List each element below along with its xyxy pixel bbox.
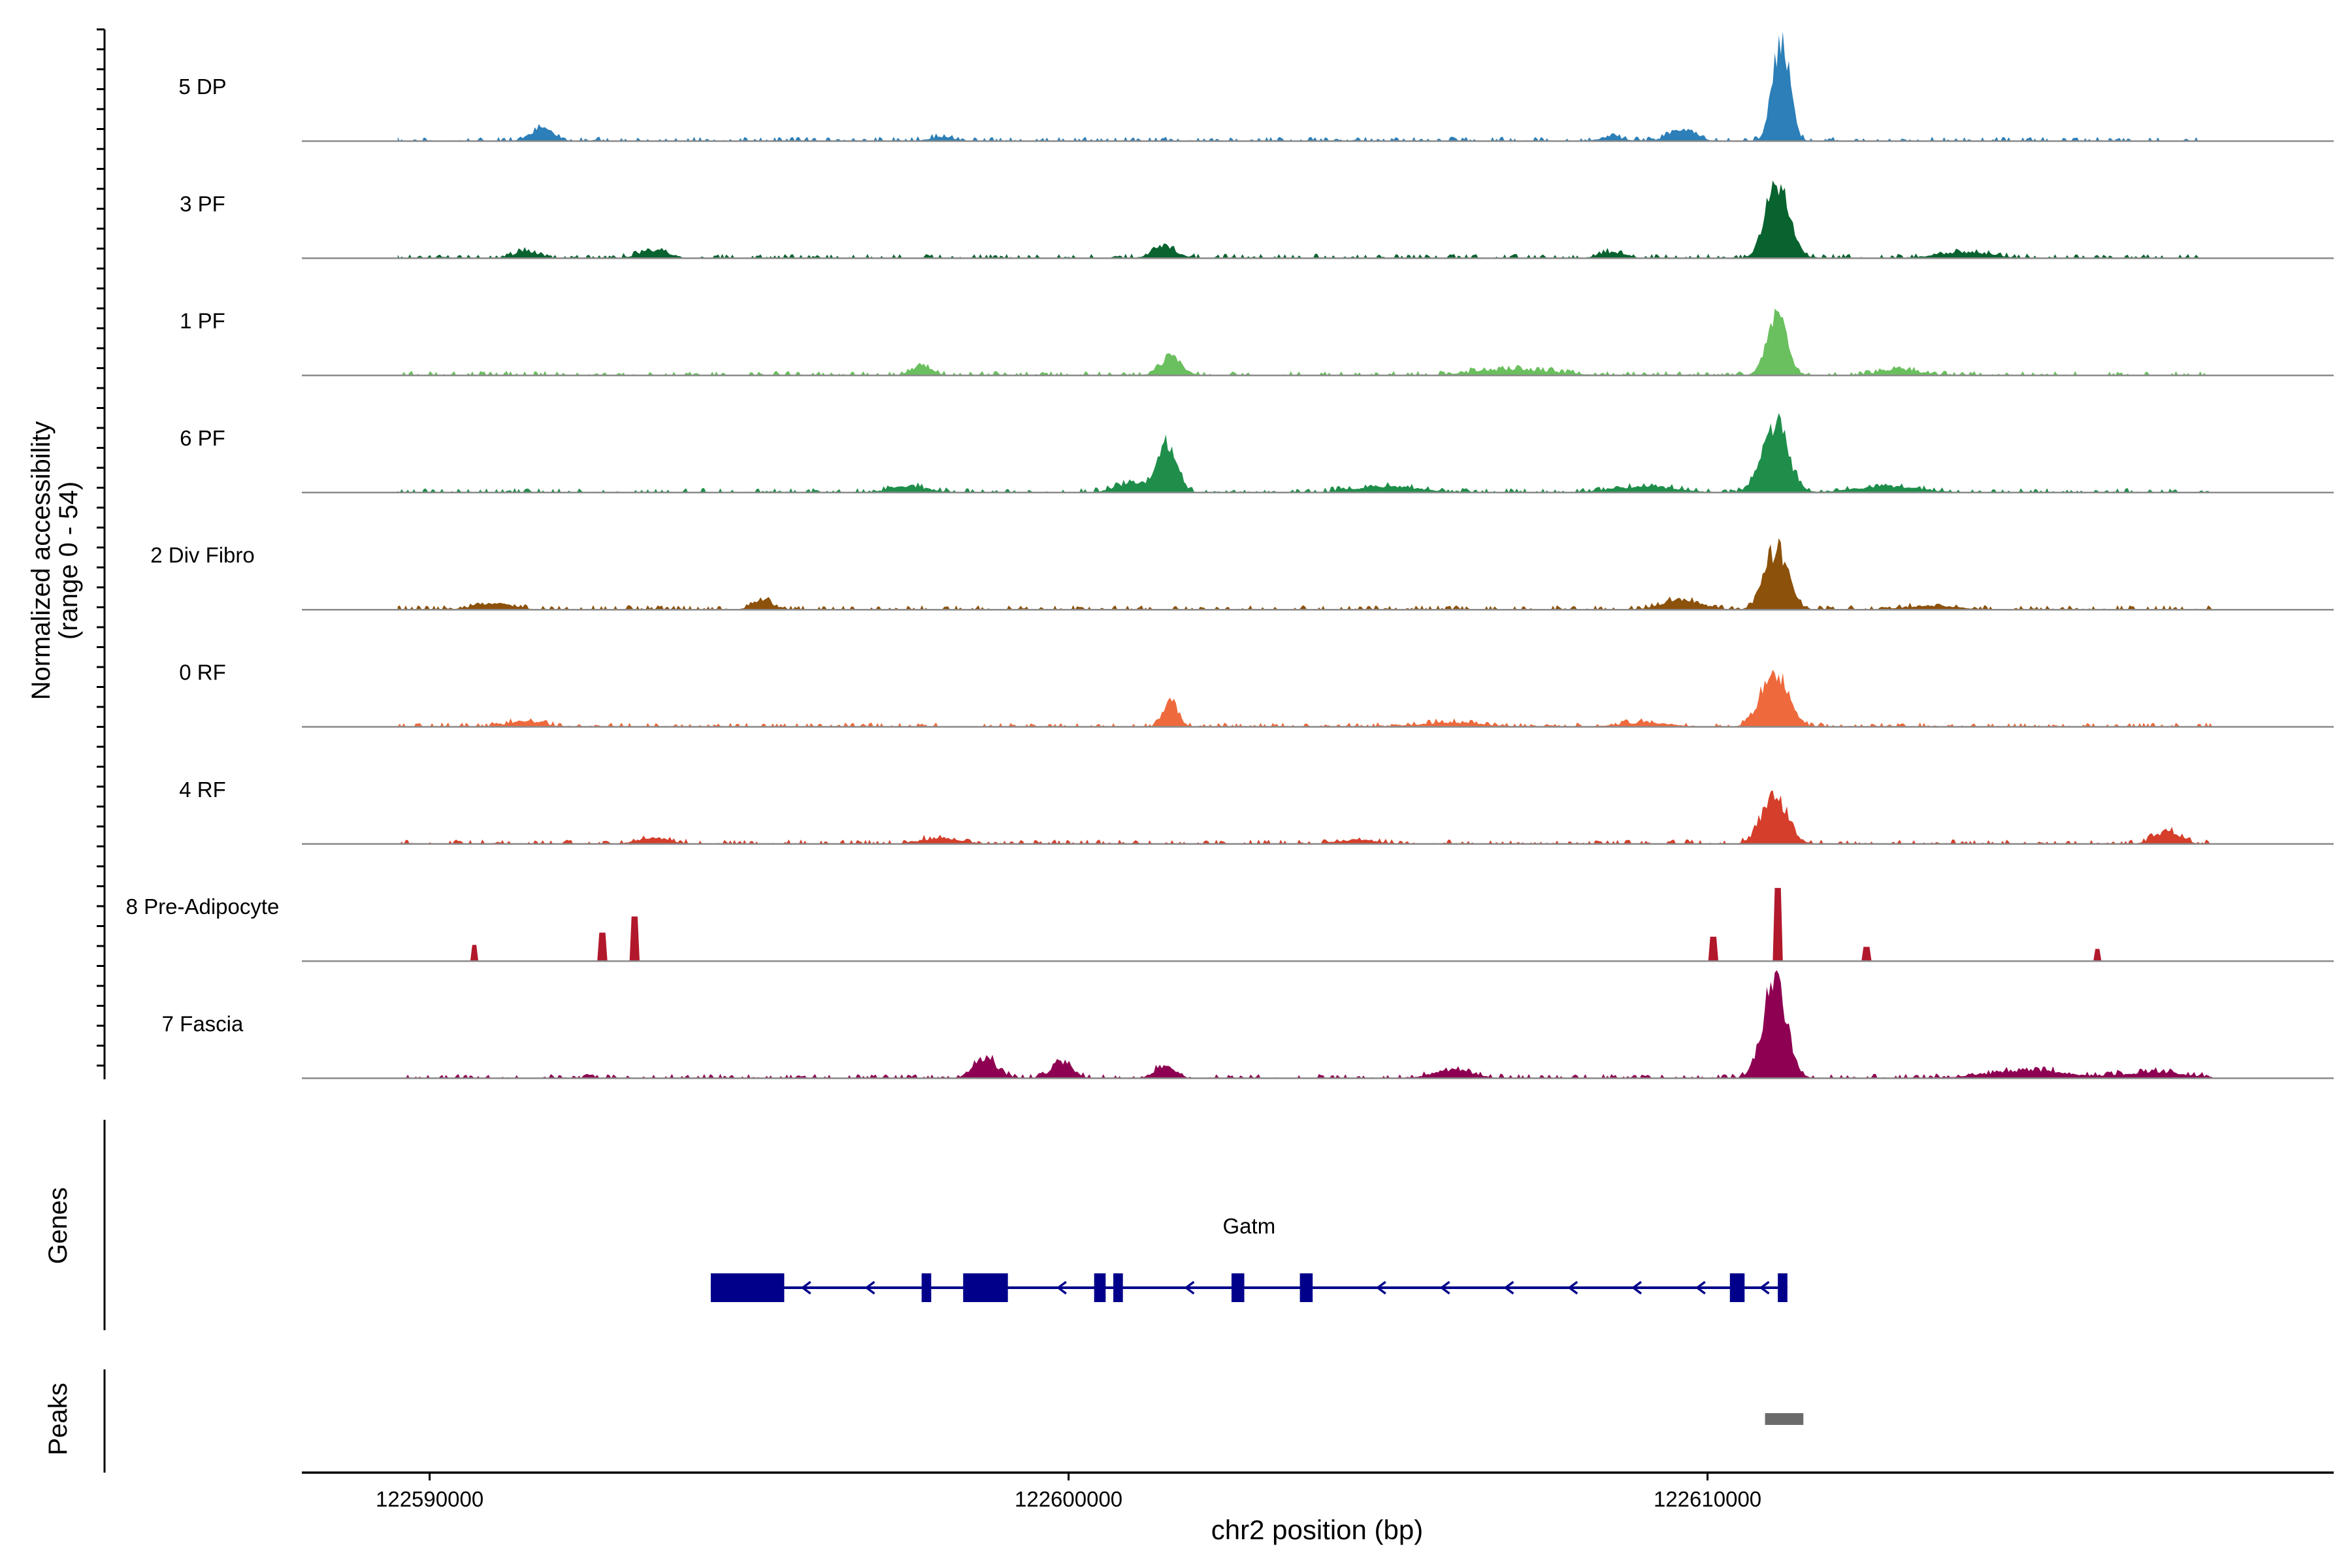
strand-chevron xyxy=(800,1281,811,1295)
strand-chevron xyxy=(1056,1281,1067,1295)
gene-exon xyxy=(921,1273,932,1302)
track-label: 5 DP xyxy=(178,74,226,99)
track-label: 4 RF xyxy=(179,777,226,802)
strand-chevron xyxy=(1695,1281,1706,1295)
coverage-area xyxy=(397,308,2213,376)
strand-chevron xyxy=(1184,1281,1195,1295)
x-axis-label: chr2 position (bp) xyxy=(1211,1514,1424,1545)
genes-ylabel: Genes xyxy=(44,1187,73,1264)
gene-exon xyxy=(1094,1273,1106,1302)
strand-chevron xyxy=(1631,1281,1642,1295)
gene-exon xyxy=(1113,1273,1123,1302)
coverage-area xyxy=(397,413,2213,493)
x-tick-label: 122590000 xyxy=(376,1487,483,1511)
track-label: 0 RF xyxy=(179,661,226,685)
coverage-area xyxy=(397,790,2213,844)
coverage-area xyxy=(397,180,2213,259)
coverage-area xyxy=(397,31,2213,141)
strand-chevron xyxy=(864,1281,875,1295)
track-8-pre-adipocyte: 8 Pre-Adipocyte xyxy=(126,888,2334,962)
gene-label: Gatm xyxy=(1223,1214,1276,1238)
coverage-area xyxy=(397,970,2213,1079)
x-axis: 122590000 122600000 122610000 xyxy=(302,1471,2334,1511)
peaks-ylabel: Peaks xyxy=(44,1382,73,1455)
strand-chevron xyxy=(1503,1281,1514,1295)
gene-gatm: Gatm xyxy=(710,1214,1788,1302)
track-5-dp: 5 DP xyxy=(178,31,2334,142)
coverage-panel: 5 DP 3 PF 1 PF 6 PF 2 Div Fibro 0 RF 4 RF 8 Pre… xyxy=(97,28,2334,1079)
track-0-rf: 0 RF xyxy=(179,661,2334,728)
strand-chevron xyxy=(1759,1281,1770,1295)
track-label: 1 PF xyxy=(180,309,225,333)
track-label: 3 PF xyxy=(180,191,225,216)
coverage-ylabel-line2: (range 0 - 54) xyxy=(54,482,83,640)
coverage-area xyxy=(397,670,2213,727)
gene-exon xyxy=(1729,1273,1745,1302)
x-tick-label: 122610000 xyxy=(1654,1487,1761,1511)
track-7-fascia: 7 Fascia xyxy=(162,970,2334,1079)
track-label: 8 Pre-Adipocyte xyxy=(126,894,280,919)
track-6-pf: 6 PF xyxy=(180,413,2334,494)
strand-chevron xyxy=(1567,1281,1578,1295)
coverage-area xyxy=(397,888,2213,962)
track-label: 7 Fascia xyxy=(162,1011,244,1036)
track-1-pf: 1 PF xyxy=(180,308,2334,376)
genes-panel: Gatm xyxy=(103,1120,1788,1330)
coverage-area xyxy=(397,538,2213,610)
track-3-pf: 3 PF xyxy=(180,180,2334,259)
x-tick-label: 122600000 xyxy=(1015,1487,1122,1511)
peak-region xyxy=(1765,1413,1804,1425)
gene-exon xyxy=(1299,1273,1313,1302)
gene-exon xyxy=(1778,1273,1788,1302)
track-label: 6 PF xyxy=(180,426,225,450)
track-label: 2 Div Fibro xyxy=(150,543,255,567)
track-4-rf: 4 RF xyxy=(179,777,2334,845)
peaks-panel xyxy=(103,1369,1804,1473)
strand-chevron xyxy=(1439,1281,1450,1295)
gene-exon xyxy=(710,1273,785,1302)
track-2-div-fibro: 2 Div Fibro xyxy=(150,538,2334,611)
strand-chevron xyxy=(1375,1281,1386,1295)
coverage-ylabel-line1: Normalized accessibility xyxy=(27,421,56,700)
gene-exon xyxy=(963,1273,1008,1302)
gene-exon xyxy=(1231,1273,1245,1302)
